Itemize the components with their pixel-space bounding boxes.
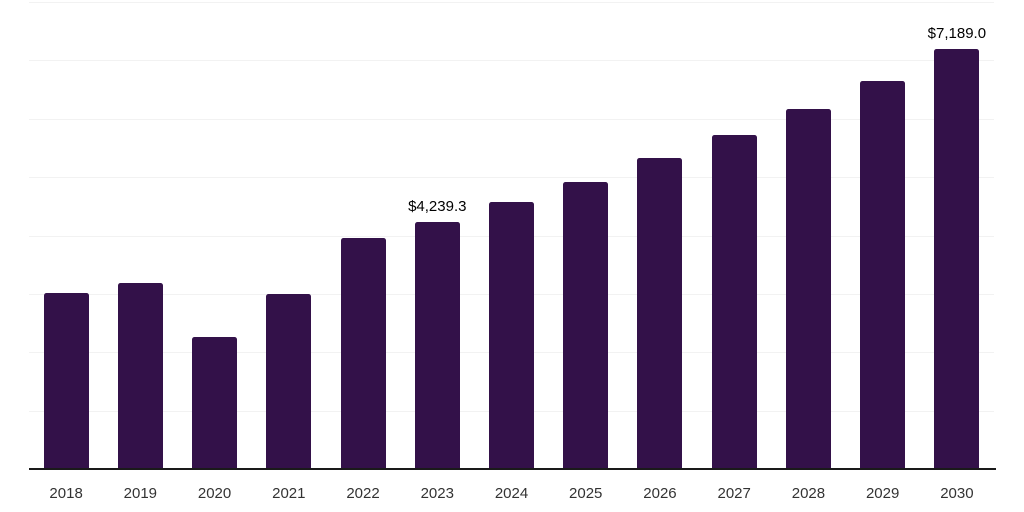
x-tick-2026: 2026 [643, 485, 677, 502]
x-tick-2025: 2025 [569, 485, 603, 502]
gridline-5000 [29, 177, 994, 179]
plot-area: $4,239.3 $7,189.0 [29, 2, 994, 469]
bar-2025[interactable] [563, 181, 609, 469]
bar-2018[interactable] [43, 292, 89, 469]
bar-2021[interactable] [266, 294, 312, 469]
x-axis-line [29, 468, 996, 470]
gridline-8000 [29, 2, 994, 3]
x-tick-2027: 2027 [717, 485, 751, 502]
x-tick-2022: 2022 [346, 485, 380, 502]
x-tick-2028: 2028 [791, 485, 826, 502]
x-tick-2029: 2029 [865, 485, 900, 502]
bar-2028[interactable] [785, 108, 831, 469]
data-label-2023: $4,239.3 [408, 197, 467, 215]
x-tick-2023: 2023 [420, 485, 454, 502]
bar-2030[interactable] [934, 49, 980, 469]
gridline-7000 [29, 60, 994, 62]
bar-2019[interactable] [117, 283, 163, 469]
x-tick-2030: 2030 [940, 485, 974, 502]
x-tick-2020: 2020 [197, 485, 232, 502]
bar-2023[interactable] [414, 221, 460, 469]
x-tick-2021: 2021 [272, 485, 306, 502]
x-tick-2024: 2024 [494, 485, 529, 502]
x-tick-2018: 2018 [49, 485, 83, 502]
bar-2026[interactable] [637, 158, 683, 469]
x-tick-2019: 2019 [123, 485, 158, 502]
bar-2020[interactable] [192, 336, 238, 469]
bar-2022[interactable] [340, 238, 386, 469]
gridline-6000 [29, 118, 994, 120]
data-label-2030: $7,189.0 [927, 25, 987, 43]
bar-2027[interactable] [711, 134, 757, 469]
bar-2029[interactable] [860, 80, 906, 469]
bar-2024[interactable] [489, 201, 534, 469]
